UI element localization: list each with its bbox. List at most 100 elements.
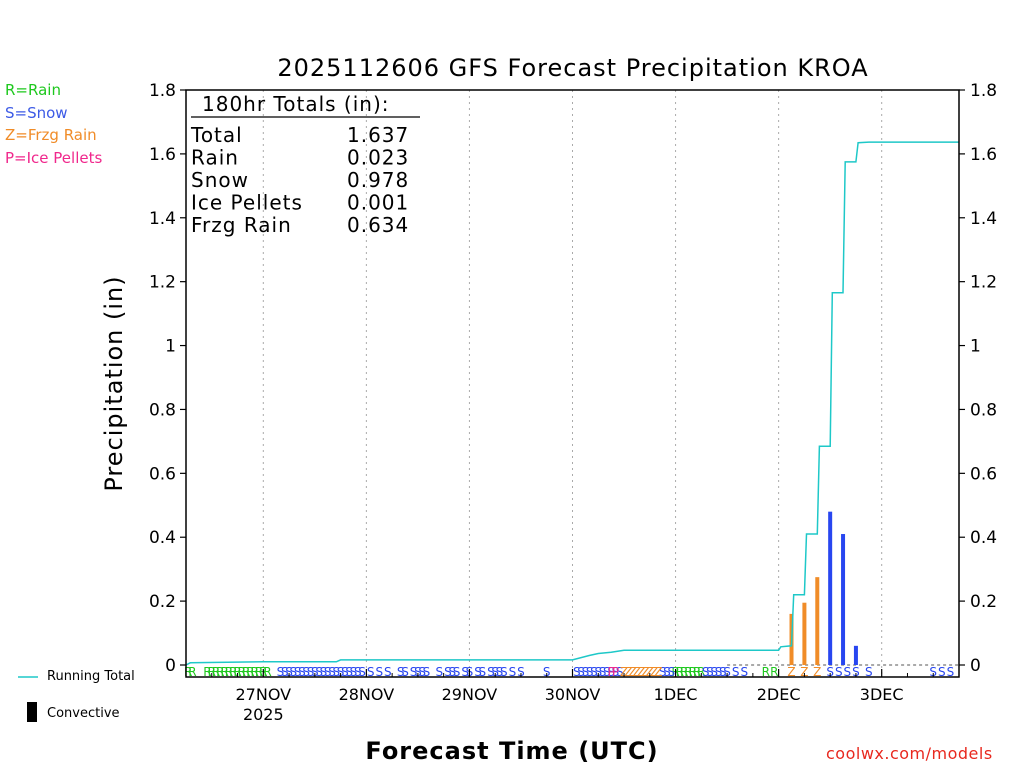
type-marker-rain: R [263,665,271,679]
type-marker-snow: S [509,665,517,679]
y-tick-label-right: 1.2 [970,273,997,293]
type-marker-ice-pellets: P [608,665,615,679]
type-marker-snow: S [573,665,581,679]
type-marker-snow: S [410,665,418,679]
type-marker-snow: S [590,665,598,679]
totals-row-value: 0.001 [347,191,409,215]
type-marker-rain: R [212,665,220,679]
legend-ice-pellets: P=Ice Pellets [5,149,103,167]
type-marker-snow: S [586,665,594,679]
legend-snow: S=Snow [5,104,68,122]
type-marker-snow: S [418,665,426,679]
x-axis-label: Forecast Time (UTC) [365,737,658,765]
y-tick-label-left: 1.4 [149,209,176,229]
type-marker-frzg-rain: Z [646,665,654,679]
y-tick-label-left: 0.4 [149,528,176,548]
type-marker-rain: R [184,665,192,679]
x-tick-label: 3DEC [860,685,904,704]
y-tick-label-left: 1.8 [149,81,176,101]
type-marker-snow: S [453,665,461,679]
convective-legend-label: Convective [47,706,120,721]
type-marker-snow: S [444,665,452,679]
type-marker-frzg-rain: Z [800,665,808,679]
y-tick-label-right: 0.8 [970,400,997,420]
type-marker-snow: S [423,665,431,679]
totals-row-label: Total [190,123,243,147]
type-marker-frzg-rain: Z [624,665,632,679]
type-marker-snow: S [577,665,585,679]
axes: 0 0 0.2 0.2 0.4 0.4 0.6 0.6 0.8 0.8 1 1 1.2 1.2 1.4 1.4… [149,81,997,724]
type-marker-snow: S [461,665,469,679]
precip-type-markers: RRRRRRRRRRRRRRRRRRRRRRRRRRSSSSSSSSSSSSSS… [184,665,954,679]
totals-row-value: 1.637 [347,123,409,147]
y-tick-label-right: 0.2 [970,592,997,612]
y-tick-label-left: 0.6 [149,464,176,484]
x-tick-label: 30NOV [545,685,601,704]
x-tick-label: 27NOV [236,685,292,704]
type-marker-snow: S [332,665,340,679]
type-marker-snow: S [328,665,336,679]
type-marker-rain: R [693,665,701,679]
y-tick-label-left: 0.2 [149,592,176,612]
y-tick-label-left: 1.2 [149,273,176,293]
x-tick-label: 28NOV [339,685,395,704]
type-marker-rain: R [238,665,246,679]
legend-frzg-rain: Z=Frzg Rain [5,126,97,144]
type-marker-rain: R [680,665,688,679]
type-marker-frzg-rain: Z [787,665,795,679]
type-marker-snow: S [479,665,487,679]
convective-legend-swatch [27,702,37,722]
type-marker-frzg-rain: Z [813,665,821,679]
precip-bar [802,602,807,665]
type-marker-snow: S [315,665,323,679]
type-marker-rain: R [229,665,237,679]
totals-row-value: 0.978 [347,168,409,192]
precip-bar [841,534,846,665]
type-marker-snow: S [938,665,946,679]
series-legend [18,676,38,722]
type-marker-rain: R [246,665,254,679]
totals-row-label: Ice Pellets [191,191,303,215]
type-marker-snow: S [706,665,714,679]
x-tick-label: 1DEC [654,685,698,704]
type-marker-snow: S [281,665,289,679]
type-marker-snow: S [723,665,731,679]
type-marker-snow: S [448,665,456,679]
type-marker-rain: R [255,665,263,679]
totals-row-label: Frzg Rain [191,213,292,237]
precip-bars [789,511,858,665]
y-tick-label-right: 1 [970,337,981,357]
source-watermark: coolwx.com/models [826,744,993,763]
type-marker-frzg-rain: Z [641,665,649,679]
type-marker-snow: S [298,665,306,679]
running-total-series [185,141,959,666]
y-tick-label-left: 1.6 [149,145,176,165]
type-marker-snow: S [414,665,422,679]
type-marker-rain: R [676,665,684,679]
type-marker-rain: R [208,665,216,679]
type-marker-snow: S [277,665,285,679]
y-tick-label-right: 0.6 [970,464,997,484]
type-marker-ice-pellets: P [612,665,619,679]
totals-header: 180hr Totals (in): [202,92,390,116]
type-marker-snow: S [354,665,362,679]
type-marker-rain: R [770,665,778,679]
type-marker-snow: S [397,665,405,679]
type-marker-rain: R [233,665,241,679]
type-marker-snow: S [496,665,504,679]
type-marker-snow: S [607,665,615,679]
type-marker-rain: R [689,665,697,679]
type-marker-snow: S [350,665,358,679]
type-marker-snow: S [311,665,319,679]
precip-bar [815,577,820,665]
type-marker-snow: S [324,665,332,679]
type-marker-snow: S [603,665,611,679]
x-tick-label: 29NOV [442,685,498,704]
type-marker-snow: S [487,665,495,679]
y-tick-label-right: 0 [970,656,981,676]
type-marker-rain: R [225,665,233,679]
type-marker-snow: S [517,665,525,679]
type-marker-snow: S [865,665,873,679]
type-marker-snow: S [612,665,620,679]
